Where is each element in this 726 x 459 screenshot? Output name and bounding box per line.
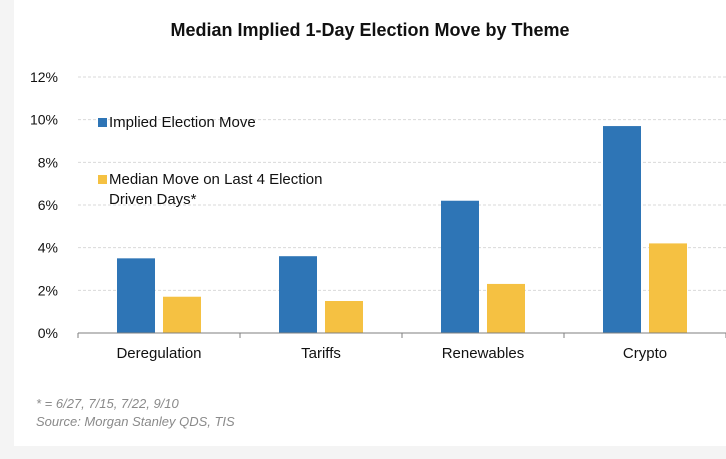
category-labels: Deregulation Tariffs Renewables Crypto [116, 345, 667, 362]
y-tick-label: 0% [38, 325, 58, 341]
footnote-source: Source: Morgan Stanley QDS, TIS [36, 414, 235, 429]
bar-deregulation-series-1 [117, 258, 155, 333]
y-tick-label: 12% [30, 69, 58, 85]
bar-crypto-series-1 [603, 126, 641, 333]
legend-label-median: Median Move on Last 4 Election Driven Day… [109, 171, 322, 208]
legend-label-line: Median Move on Last 4 Election [109, 171, 322, 188]
y-tick-label: 6% [38, 197, 58, 213]
bar-tariffs-series-2 [325, 301, 363, 333]
category-label: Crypto [623, 345, 667, 362]
bar-deregulation-series-2 [163, 296, 201, 333]
y-tick-label: 10% [30, 112, 58, 128]
chart-card: Median Implied 1-Day Election Move by Th… [14, 0, 726, 446]
x-axis [77, 332, 726, 338]
y-tick-label: 4% [38, 240, 58, 256]
category-label: Renewables [442, 345, 525, 362]
bar-renewables-series-1 [441, 200, 479, 333]
bar-chart: 0% 2% 4% 6% 8% 10% 12% Deregulation Tariffs Rene… [30, 69, 726, 362]
category-label: Deregulation [116, 345, 201, 362]
y-tick-label: 2% [38, 282, 58, 298]
legend-label-implied: Implied Election Move [109, 114, 256, 131]
footnote-dates: * = 6/27, 7/15, 7/22, 9/10 [36, 396, 179, 411]
bar-crypto-series-2 [649, 243, 687, 333]
category-label: Tariffs [301, 345, 341, 362]
bars [117, 126, 687, 333]
y-tick-label: 8% [38, 154, 58, 170]
bar-tariffs-series-1 [279, 256, 317, 333]
y-tick-labels: 0% 2% 4% 6% 8% 10% 12% [30, 69, 58, 341]
legend: Implied Election Move Median Move on Last… [98, 114, 322, 208]
bar-renewables-series-2 [487, 283, 525, 333]
chart-title: Median Implied 1-Day Election Move by Th… [170, 20, 570, 40]
legend-swatch-median [98, 175, 107, 184]
footnotes: * = 6/27, 7/15, 7/22, 9/10 Source: Morga… [36, 395, 235, 431]
legend-swatch-implied [98, 118, 107, 127]
legend-label-line: Driven Days* [109, 191, 197, 208]
